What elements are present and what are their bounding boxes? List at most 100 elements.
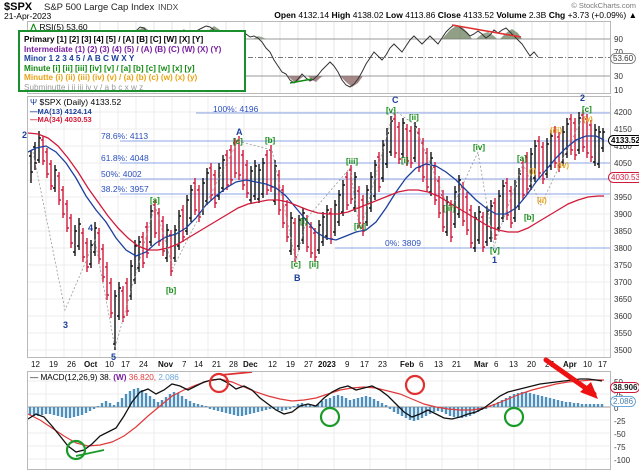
date-tick-29: Apr xyxy=(563,360,577,369)
date-tick-5: 17 xyxy=(121,360,130,369)
wave-label-minutte-ii: (ii) xyxy=(537,196,547,205)
chg-arrow-icon: ▲ xyxy=(628,10,637,20)
date-tick-4: 10 xyxy=(105,360,114,369)
source-credit: © StockCharts.com xyxy=(571,1,636,10)
date-tick-13: 12 xyxy=(268,360,277,369)
macd-tick-m50: -50 xyxy=(614,430,626,439)
wave-label-minutte-iv: (iv) xyxy=(557,161,569,170)
ma13-label: MA(13) 4124.14 xyxy=(37,107,92,116)
legend-row-primary: Primary [1] [2] [3] [4] [5] / [A] [B] [C… xyxy=(24,35,240,45)
date-tick-14: 19 xyxy=(286,360,295,369)
date-tick-23: 21 xyxy=(452,360,461,369)
date-tick-31: 17 xyxy=(598,360,607,369)
red-arrow-annotation xyxy=(543,357,598,399)
date-tick-10: 21 xyxy=(212,360,221,369)
wave-label-minute-c1: [c] xyxy=(233,137,243,146)
date-tick-16: 2023 xyxy=(318,360,336,369)
date-tick-7: Nov xyxy=(158,360,174,369)
macd-bearish-cross-1 xyxy=(208,372,230,394)
price-tick-3650: 3650 xyxy=(614,295,632,304)
wave-label-minute-a1: [a] xyxy=(150,196,160,205)
macd-tick-m100: -100 xyxy=(614,456,631,465)
legend-row-minute: Minute [i] [ii] [iii] [iv] [v] / [a] [b]… xyxy=(24,64,240,74)
legend-row-subminutte: Subminutte i ii iii iv v / a b c x w z xyxy=(24,83,240,93)
high-value: 4138.02 xyxy=(352,10,384,20)
chg-value: +3.73 (+0.09%) xyxy=(567,10,627,20)
macd-bearish-cross-2 xyxy=(404,374,426,396)
wave-label-minute-i2: [i] xyxy=(401,156,409,165)
price-tick-3750: 3750 xyxy=(614,261,632,270)
date-tick-24: Mar xyxy=(474,360,489,369)
rsi-axis-tick-10: 10 xyxy=(614,86,623,95)
date-tick-20: Feb xyxy=(400,360,415,369)
legend-row-minor: Minor 1 2 3 4 5 / A B C W X Y xyxy=(24,54,240,64)
rsi-axis-tick-70: 70 xyxy=(614,48,623,57)
price-tick-3850: 3850 xyxy=(614,227,632,236)
macd-bullish-cross-1 xyxy=(65,439,87,461)
quote-bar: Open 4132.14 High 4138.02 Low 4113.86 Cl… xyxy=(274,10,637,20)
price-tick-3600: 3600 xyxy=(614,312,632,321)
legend-minor-labels: 1 2 3 4 5 / A B C W X Y xyxy=(48,54,135,64)
rsi-axis-tick-30: 30 xyxy=(614,72,623,81)
date-tick-18: 17 xyxy=(360,360,369,369)
close-value: 4133.52 xyxy=(463,10,494,20)
legend-minute-name: Minute xyxy=(24,63,51,73)
high-label: High xyxy=(331,10,351,20)
macd-title-text: MACD(12,26,9) 38. xyxy=(40,373,112,382)
fib-label-50: 50%: 4002 xyxy=(101,169,142,179)
date-tick-9: 14 xyxy=(194,360,203,369)
wave-label-minor-A: A xyxy=(236,127,243,137)
macd-value-box: 38.906 xyxy=(610,382,639,393)
price-tick-3550: 3550 xyxy=(614,329,632,338)
date-tick-22: 13 xyxy=(434,360,443,369)
macd-hist-val: 2.086 xyxy=(158,373,179,382)
rsi-value-box: 53.60 xyxy=(610,53,637,64)
wave-label-minutte-v: (v) xyxy=(583,115,593,124)
legend-subminutte-name: Subminutte xyxy=(24,82,66,92)
wave-label-minor-3: 3 xyxy=(63,320,69,330)
date-tick-2: 26 xyxy=(67,360,76,369)
ma34-label: MA(34) 4030.53 xyxy=(37,115,92,124)
date-tick-30: 10 xyxy=(583,360,592,369)
date-tick-26: 13 xyxy=(509,360,518,369)
rsi-title: ⋀ RSI(5) 53.60 xyxy=(30,22,88,33)
wave-label-minutte-i: (i) xyxy=(529,167,537,176)
macd-bullish-cross-2 xyxy=(319,406,341,428)
symbol-name: S&P 500 Large Cap Index xyxy=(44,2,155,13)
date-tick-1: 19 xyxy=(49,360,58,369)
date-tick-17: 9 xyxy=(345,360,350,369)
wave-label-minute-i1: [i] xyxy=(300,217,308,226)
price-tick-3900: 3900 xyxy=(614,210,632,219)
volume-label: Volume xyxy=(496,10,527,20)
macd-tick-0: 0 xyxy=(614,404,619,413)
legend-intermediate-name: Intermediate xyxy=(24,44,73,54)
price-title-text: $SPX (Daily) 4133.52 xyxy=(39,97,122,107)
date-tick-12: Dec xyxy=(243,360,258,369)
fib-label-786: 78.6%: 4113 xyxy=(101,131,149,141)
legend-minutte-name: Minutte xyxy=(24,73,54,83)
date-tick-3: Oct xyxy=(84,360,98,369)
wave-label-minor-5: 5 xyxy=(111,352,117,362)
low-label: Low xyxy=(385,10,403,20)
price-tick-4050: 4050 xyxy=(614,159,632,168)
wave-label-minute-c3: [c] xyxy=(582,105,592,114)
close-label: Close xyxy=(437,10,461,20)
open-value: 4132.14 xyxy=(298,10,330,20)
macd-tick-25: 25 xyxy=(614,391,623,400)
volume-value: 2.3B xyxy=(528,10,547,20)
elliott-wave-legend: Primary [1] [2] [3] [4] [5] / [A] [B] [C… xyxy=(18,30,246,92)
low-value: 4113.86 xyxy=(405,10,436,20)
price-tick-4100: 4100 xyxy=(614,142,632,151)
close-price-box: 4133.52 xyxy=(608,135,639,146)
ma34-price-box: 4030.53 xyxy=(608,172,639,183)
legend-minor-name: Minor xyxy=(24,54,47,64)
open-label: Open xyxy=(274,10,296,20)
wave-label-minutte-iii: (iii) xyxy=(550,126,562,135)
symbol-exchange: INDX xyxy=(158,2,179,12)
macd-tick-m75: -75 xyxy=(614,443,626,452)
symbol-ticker: $SPX xyxy=(4,1,33,13)
wave-label-minute-b2: [b] xyxy=(265,136,276,145)
date-tick-25: 6 xyxy=(494,360,499,369)
